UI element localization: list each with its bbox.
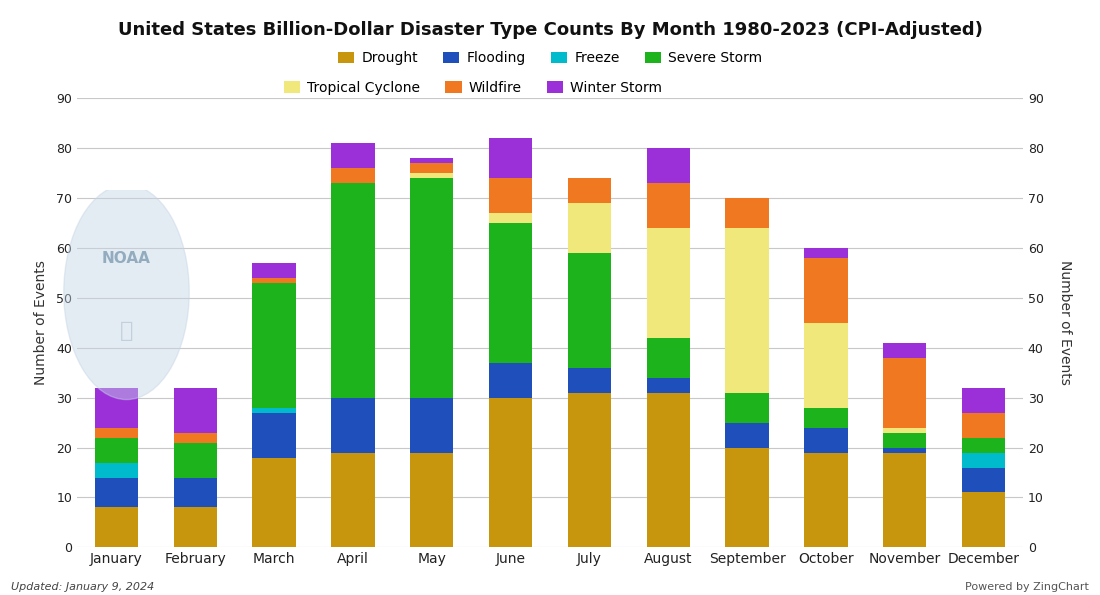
Bar <box>252 413 296 458</box>
Bar <box>410 173 453 178</box>
Bar <box>725 198 769 228</box>
Legend: Tropical Cyclone, Wildfire, Winter Storm: Tropical Cyclone, Wildfire, Winter Storm <box>278 76 668 101</box>
Bar <box>647 148 690 183</box>
Bar <box>252 283 296 408</box>
Bar <box>95 388 139 428</box>
Bar <box>647 393 690 547</box>
Bar <box>961 388 1005 413</box>
Bar <box>961 413 1005 437</box>
Bar <box>95 462 139 478</box>
Bar <box>961 493 1005 547</box>
Bar <box>647 183 690 228</box>
Bar <box>174 388 217 433</box>
Bar <box>725 422 769 447</box>
Bar <box>488 397 532 547</box>
Bar <box>331 168 375 183</box>
Bar <box>331 453 375 547</box>
Bar <box>883 358 926 428</box>
Bar <box>883 453 926 547</box>
Bar <box>961 453 1005 468</box>
Bar <box>95 428 139 437</box>
Text: Powered by ZingChart: Powered by ZingChart <box>965 582 1089 592</box>
Bar <box>410 178 453 397</box>
Bar <box>410 453 453 547</box>
Bar <box>568 368 612 393</box>
Text: NOAA: NOAA <box>102 250 151 266</box>
Bar <box>174 478 217 508</box>
Bar <box>95 478 139 508</box>
Bar <box>883 343 926 358</box>
Bar <box>647 228 690 338</box>
Bar <box>252 458 296 547</box>
Bar <box>568 178 612 203</box>
Bar <box>488 213 532 223</box>
Ellipse shape <box>64 184 189 400</box>
Bar <box>883 428 926 433</box>
Text: 🌊: 🌊 <box>120 321 133 340</box>
Bar <box>883 447 926 453</box>
Bar <box>804 258 848 322</box>
Text: Updated: January 9, 2024: Updated: January 9, 2024 <box>11 582 154 592</box>
Bar <box>804 428 848 453</box>
Bar <box>725 447 769 547</box>
Bar <box>647 338 690 378</box>
Text: United States Billion-Dollar Disaster Type Counts By Month 1980-2023 (CPI-Adjust: United States Billion-Dollar Disaster Ty… <box>118 21 982 39</box>
Bar <box>647 378 690 393</box>
Bar <box>174 443 217 478</box>
Bar <box>252 263 296 278</box>
Bar <box>331 397 375 453</box>
Bar <box>568 253 612 368</box>
Y-axis label: Number of Events: Number of Events <box>34 261 47 385</box>
Bar <box>804 248 848 258</box>
Bar <box>725 228 769 393</box>
Bar <box>331 143 375 168</box>
Bar <box>804 322 848 408</box>
Bar <box>252 278 296 283</box>
Bar <box>961 437 1005 453</box>
Bar <box>174 433 217 443</box>
Y-axis label: Number of Events: Number of Events <box>1058 261 1071 385</box>
Bar <box>883 433 926 447</box>
Bar <box>488 363 532 397</box>
Bar <box>488 223 532 363</box>
Bar <box>331 183 375 397</box>
Bar <box>95 508 139 547</box>
Bar <box>410 397 453 453</box>
Bar <box>252 408 296 413</box>
Bar <box>95 437 139 462</box>
Bar <box>804 453 848 547</box>
Bar <box>410 158 453 163</box>
Bar <box>410 163 453 173</box>
Legend: Drought, Flooding, Freeze, Severe Storm: Drought, Flooding, Freeze, Severe Storm <box>332 46 768 71</box>
Bar <box>488 138 532 178</box>
Bar <box>804 408 848 428</box>
Bar <box>174 508 217 547</box>
Bar <box>725 393 769 422</box>
Bar <box>568 203 612 253</box>
Bar <box>961 468 1005 493</box>
Bar <box>488 178 532 213</box>
Bar <box>568 393 612 547</box>
